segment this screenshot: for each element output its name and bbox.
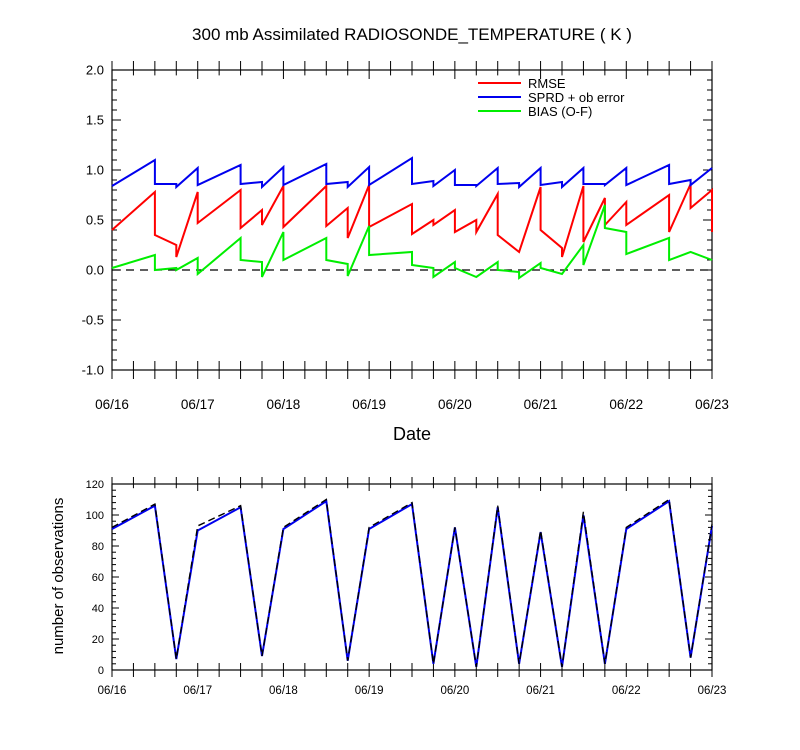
series-line-possible — [111, 498, 713, 668]
y-tick-label: 2.0 — [86, 63, 104, 78]
y-tick-label: 20 — [92, 634, 104, 646]
x-tick-label: 06/18 — [267, 397, 301, 412]
y-tick-label: 0.5 — [86, 213, 104, 228]
x-tick-label: 06/17 — [181, 397, 215, 412]
plot-frame — [111, 483, 713, 671]
bottom-chart: 0 20 40 60 80 100 120 06/16 06/17 06/18 06/19 06/20… — [50, 477, 726, 697]
series-line-rmse — [111, 183, 713, 258]
x-tick-label: 06/21 — [526, 685, 555, 697]
series-line-sprd — [111, 156, 713, 190]
x-tick-label: 06/21 — [524, 397, 558, 412]
x-tick-label: 06/20 — [438, 397, 472, 412]
top-chart: 300 mb Assimilated RADIOSONDE_TEMPERATUR… — [82, 25, 729, 444]
chart-title: 300 mb Assimilated RADIOSONDE_TEMPERATUR… — [192, 25, 632, 44]
y-axis-label: number of observations — [50, 498, 67, 655]
y-tick-label: 40 — [92, 603, 104, 615]
y-tick-label: -1.0 — [82, 363, 104, 378]
top-axes: -1.0 -0.5 0.0 0.5 1.0 1.5 2.0 06/16 06/17 06/18 06… — [82, 61, 729, 412]
x-tick-label: 06/19 — [355, 685, 384, 697]
x-tick-label: 06/20 — [440, 685, 469, 697]
bottom-axes: 0 20 40 60 80 100 120 06/16 06/17 06/18 06/19 06/20… — [86, 477, 727, 697]
y-tick-label: 100 — [86, 510, 104, 522]
legend-label-bias: BIAS (O-F) — [528, 104, 592, 119]
legend: RMSE SPRD + ob error BIAS (O-F) — [478, 76, 625, 119]
x-axis-label: Date — [393, 424, 431, 444]
legend-label-sprd: SPRD + ob error — [528, 90, 625, 105]
x-tick-label: 06/17 — [183, 685, 212, 697]
y-tick-label: 0 — [98, 665, 104, 677]
y-tick-label: 80 — [92, 541, 104, 553]
y-tick-label: -0.5 — [82, 313, 104, 328]
y-tick-label: 1.5 — [86, 113, 104, 128]
y-tick-label: 1.0 — [86, 163, 104, 178]
x-tick-label: 06/19 — [352, 397, 386, 412]
y-tick-label: 0.0 — [86, 263, 104, 278]
y-tick-label: 120 — [86, 479, 104, 491]
x-tick-label: 06/22 — [612, 685, 641, 697]
x-tick-label: 06/23 — [695, 397, 729, 412]
series-line-used — [111, 499, 713, 668]
y-tick-label: 60 — [92, 572, 104, 584]
bottom-series — [111, 498, 713, 668]
x-tick-label: 06/16 — [95, 397, 129, 412]
x-tick-label: 06/18 — [269, 685, 298, 697]
x-tick-label: 06/16 — [98, 685, 127, 697]
x-tick-label: 06/22 — [609, 397, 643, 412]
x-tick-label: 06/23 — [698, 685, 727, 697]
series-line-bias — [111, 204, 713, 280]
legend-label-rmse: RMSE — [528, 76, 566, 91]
top-series — [111, 156, 713, 280]
